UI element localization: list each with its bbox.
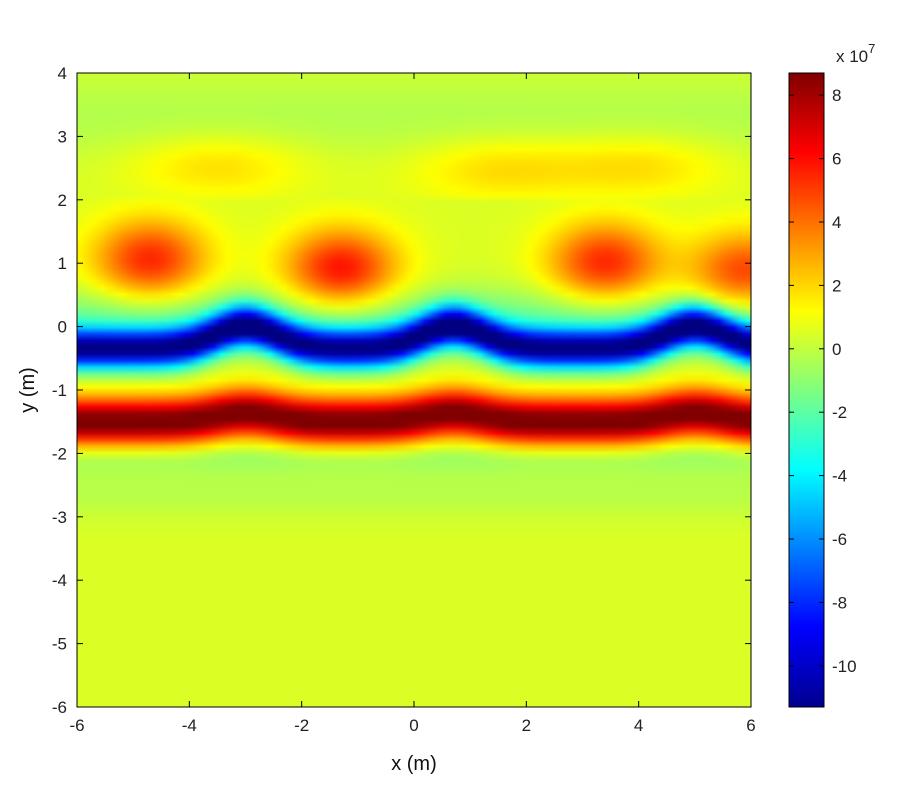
y-tick-label: 0 bbox=[58, 318, 67, 337]
heatmap-image bbox=[77, 73, 751, 707]
x-axis-label: x (m) bbox=[391, 753, 437, 775]
y-tick-label: 1 bbox=[58, 254, 67, 273]
colorbar-multiplier-base: x 10 bbox=[836, 47, 868, 66]
colorbar-tick-label: 2 bbox=[832, 276, 841, 295]
colorbar-tick-label: -6 bbox=[832, 530, 847, 549]
y-tick-label: 2 bbox=[58, 191, 67, 210]
x-tick-label: -2 bbox=[294, 716, 309, 735]
colorbar-tick-label: 0 bbox=[832, 340, 841, 359]
colorbar-tick-label: -8 bbox=[832, 593, 847, 612]
colorbar: -10 -8 -6 -4 -2 0 2 4 6 8 x 107 bbox=[788, 41, 875, 708]
x-tick-label: -4 bbox=[182, 716, 197, 735]
x-tick-label: 4 bbox=[634, 716, 643, 735]
y-tick-label: -6 bbox=[52, 698, 67, 717]
x-tick-label: -6 bbox=[69, 716, 84, 735]
colorbar-multiplier: x 107 bbox=[836, 41, 875, 66]
x-tick-label: 6 bbox=[746, 716, 755, 735]
y-axis-ticks: -6 -5 -4 -3 -2 -1 0 1 2 3 4 bbox=[52, 64, 751, 717]
y-tick-label: -2 bbox=[52, 444, 67, 463]
y-tick-label: 4 bbox=[58, 64, 67, 83]
colorbar-multiplier-exponent: 7 bbox=[868, 41, 875, 56]
colorbar-tick-label: 6 bbox=[832, 150, 841, 169]
y-axis-label: y (m) bbox=[17, 367, 39, 413]
colorbar-gradient bbox=[788, 72, 825, 708]
heatmap-plot-area bbox=[76, 72, 752, 708]
x-tick-label: 0 bbox=[409, 716, 418, 735]
y-tick-label: -5 bbox=[52, 635, 67, 654]
colorbar-tick-label: 4 bbox=[832, 213, 841, 232]
y-tick-label: -4 bbox=[52, 571, 67, 590]
colorbar-tick-label: -10 bbox=[832, 657, 857, 676]
y-tick-label: -1 bbox=[52, 381, 67, 400]
colorbar-tick-label: -4 bbox=[832, 467, 847, 486]
colorbar-tick-label: 8 bbox=[832, 86, 841, 105]
y-tick-label: 3 bbox=[58, 127, 67, 146]
colorbar-tick-label: -2 bbox=[832, 403, 847, 422]
y-tick-label: -3 bbox=[52, 508, 67, 527]
colorbar-ticks: -10 -8 -6 -4 -2 0 2 4 6 8 bbox=[789, 86, 857, 676]
x-axis-ticks: -6 -4 -2 0 2 4 6 bbox=[69, 73, 756, 735]
x-tick-label: 2 bbox=[522, 716, 531, 735]
